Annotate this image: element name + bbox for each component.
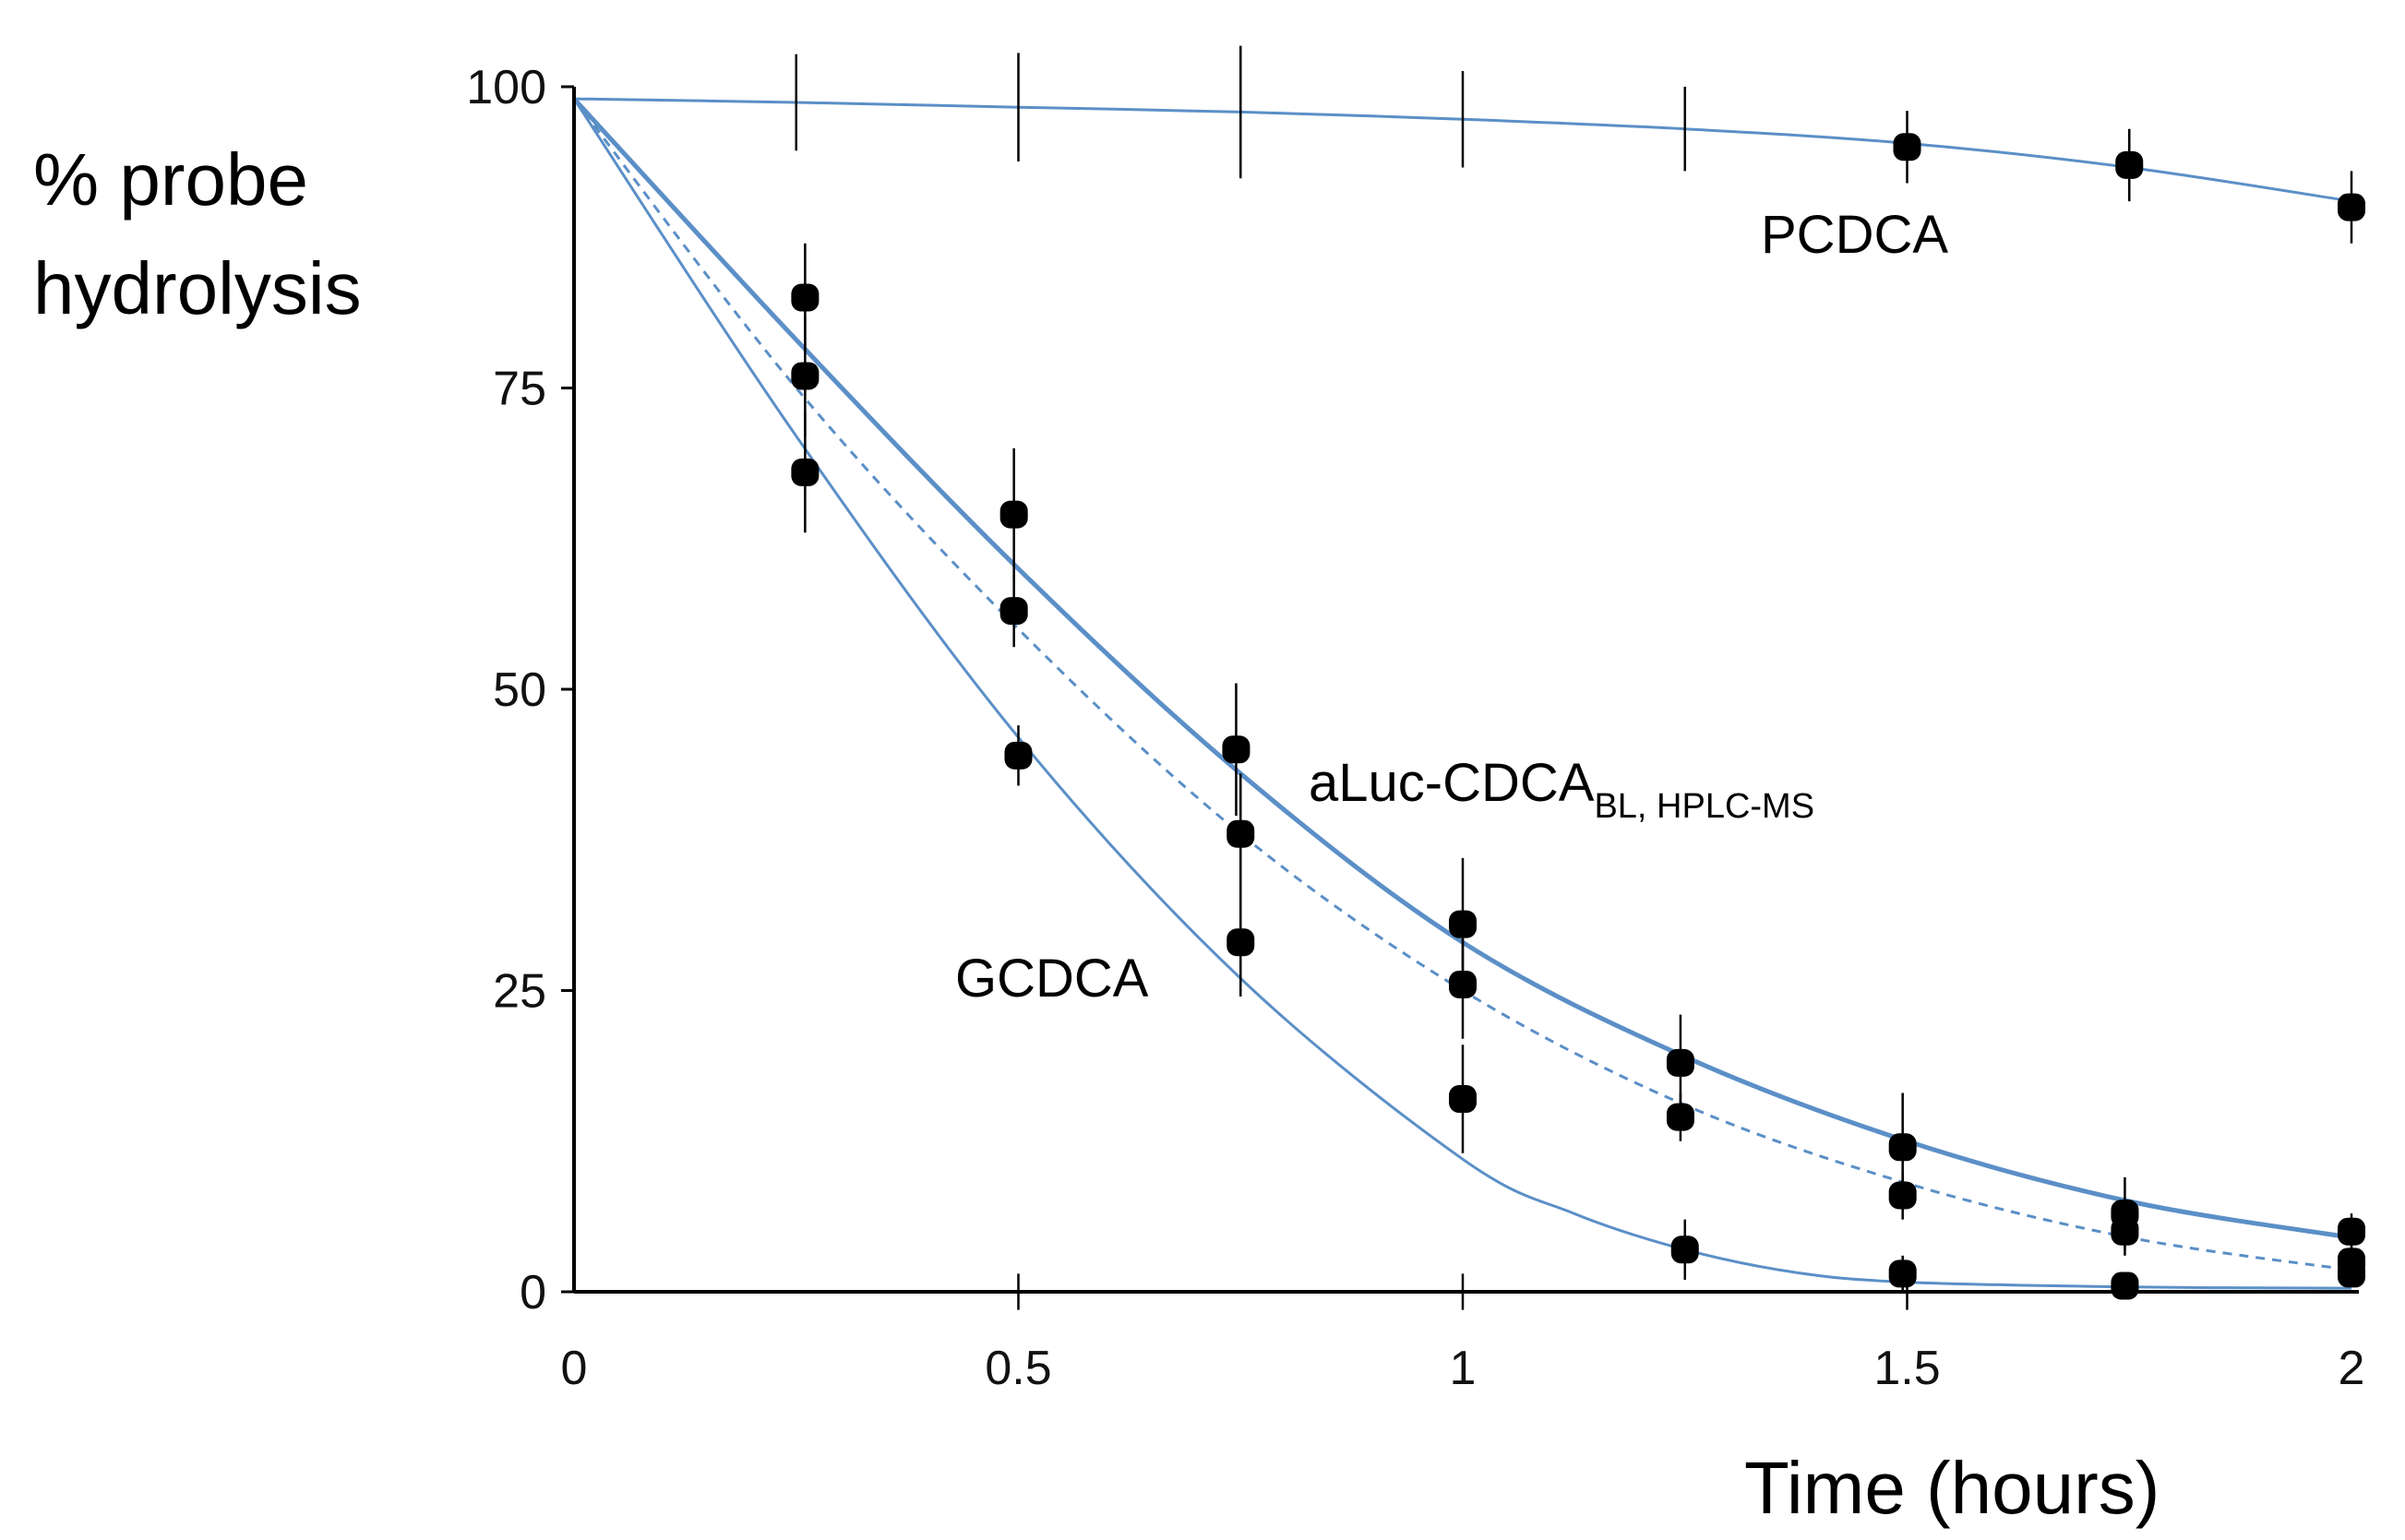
data-point (1670, 1236, 1699, 1264)
x-axis-ticks: 0 0.5 1 1.5 2 (561, 1342, 2365, 1395)
data-point (2115, 150, 2144, 179)
data-point (1226, 928, 1255, 957)
data-point (1222, 735, 1250, 764)
data-point (1666, 1103, 1694, 1131)
curve-aluc-ref (572, 98, 2352, 1271)
data-point (791, 283, 820, 312)
x-tick-label: 2 (2339, 1342, 2365, 1395)
data-point (791, 362, 820, 390)
data-point (999, 597, 1028, 626)
x-tick-label: 1 (1450, 1342, 1477, 1395)
y-tick-label: 25 (493, 965, 546, 1019)
x-tick-label: 1.5 (1873, 1342, 1940, 1395)
x-axis-label: Time (hours) (1744, 1447, 2160, 1529)
data-point (1888, 1133, 1917, 1162)
x-tick-label: 0 (561, 1342, 588, 1395)
data-point (1449, 970, 1477, 998)
data-point (1888, 1259, 1917, 1288)
data-point (791, 458, 820, 486)
data-point (1449, 1085, 1477, 1114)
data-point (1226, 819, 1255, 848)
series-label-aluc-main: aLuc-CDCA (1309, 753, 1595, 813)
data-point (1449, 910, 1477, 938)
data-point (1888, 1181, 1917, 1210)
data-point (2338, 193, 2365, 221)
y-axis-label-line-1: % probe (33, 138, 308, 221)
data-point (1666, 1048, 1694, 1077)
y-tick-label: 0 (520, 1266, 546, 1319)
series-label-pcdca: PCDCA (1761, 205, 1948, 265)
data-point (2338, 1259, 2365, 1288)
data-point (2111, 1271, 2139, 1300)
y-tick-label: 50 (493, 663, 546, 717)
series-label-aluc-cdca: aLuc-CDCABL, HPLC-MS (1309, 753, 1814, 826)
data-point (1893, 133, 1921, 161)
y-tick-label: 100 (466, 61, 546, 114)
y-axis-label-line-2: hydrolysis (33, 247, 362, 329)
data-point (1004, 741, 1033, 770)
y-axis-ticks: 0 25 50 75 100 (466, 61, 574, 1319)
series-label-aluc-subscript: BL, HPLC-MS (1594, 787, 1814, 826)
y-tick-label: 75 (493, 363, 546, 416)
curve-gcdca (572, 98, 2352, 1290)
data-point (2111, 1217, 2139, 1246)
error-bars (795, 45, 2353, 1310)
curve-aluc (572, 97, 2352, 1240)
x-tick-label: 0.5 (985, 1342, 1051, 1395)
data-points (791, 133, 2365, 1300)
data-point (2338, 1217, 2365, 1246)
data-point (999, 500, 1028, 529)
series-label-gcdca: GCDCA (955, 949, 1149, 1009)
